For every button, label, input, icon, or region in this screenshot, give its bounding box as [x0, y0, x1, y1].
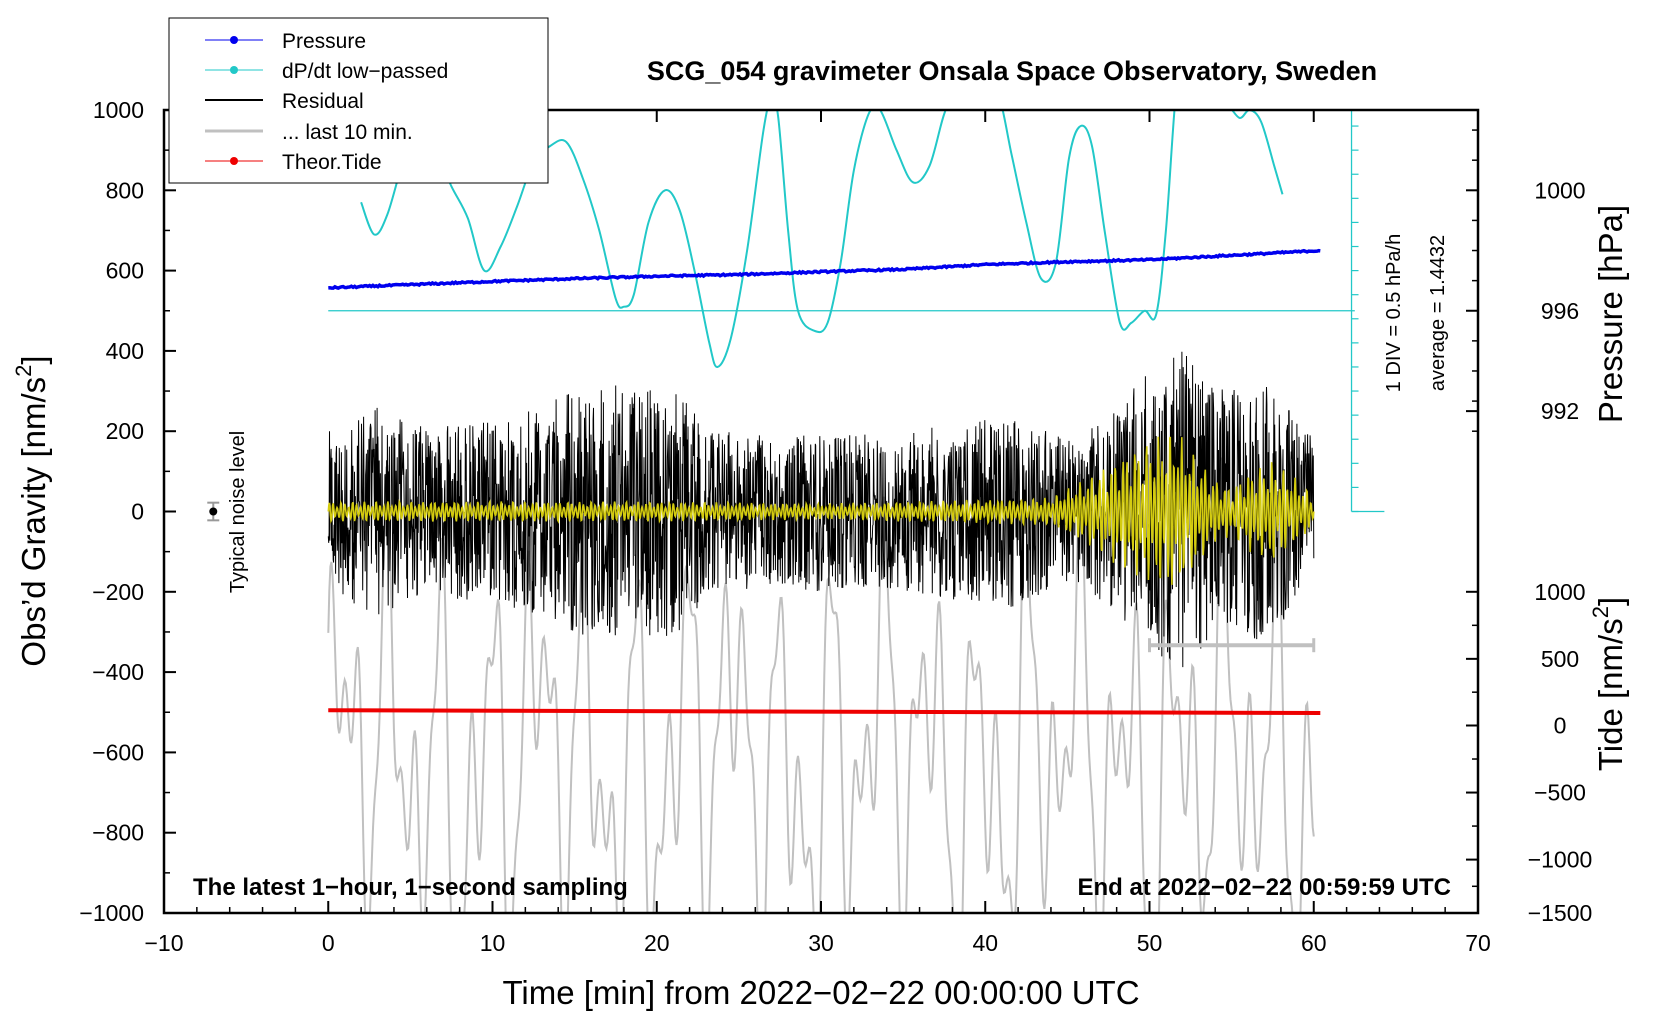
- pressure-tick-label: 1000: [1534, 177, 1585, 203]
- legend-label-last10: ... last 10 min.: [282, 121, 413, 144]
- x-tick-label: 40: [972, 930, 998, 956]
- y-axis-title-tide: Tide [nm/s2]: [1588, 597, 1629, 771]
- y-tick-label: −400: [92, 659, 144, 685]
- legend-label-dpdt: dP/dt low−passed: [282, 60, 448, 83]
- y-axis-title-left: Obs’d Gravity [nm/s2]: [11, 355, 52, 666]
- dpdt-avg-label-group: average = 1.4432: [1427, 235, 1449, 391]
- y-tick-label: 0: [131, 499, 144, 525]
- x-tick-label: 10: [480, 930, 506, 956]
- y-tick-label: −1000: [79, 900, 144, 926]
- note-left: The latest 1−hour, 1−second sampling: [193, 874, 628, 901]
- tide-tick-label: 500: [1541, 646, 1579, 672]
- legend-marker-pressure: [230, 36, 238, 44]
- pressure-tick-label: 992: [1541, 398, 1579, 424]
- y-tick-label: −800: [92, 820, 144, 846]
- pressure-series: [328, 248, 1321, 290]
- tide-tick-label: −500: [1534, 780, 1586, 806]
- tide-tick-label: −1000: [1528, 847, 1593, 873]
- dpdt-div-label-group: 1 DIV = 0.5 hPa/h: [1383, 234, 1405, 392]
- tide-tick-label: 0: [1554, 712, 1567, 738]
- y-tick-label: −200: [92, 579, 144, 605]
- tide-line: [328, 708, 1321, 716]
- svg-text:1 DIV = 0.5 hPa/h: 1 DIV = 0.5 hPa/h: [1383, 234, 1405, 392]
- x-axis-title: Time [min] from 2022−02−22 00:00:00 UTC: [502, 974, 1139, 1011]
- annotations-layer: [207, 110, 1385, 653]
- y-tick-label: 400: [106, 338, 144, 364]
- last-10-min-series: [327, 457, 1315, 913]
- pressure-line: [328, 248, 1321, 290]
- legend-label-tide: Theor.Tide: [282, 151, 382, 174]
- legend-label-pressure: Pressure: [282, 30, 366, 53]
- svg-text:Typical noise level: Typical noise level: [227, 431, 249, 593]
- y-tick-label: 1000: [93, 97, 144, 123]
- x-tick-label: −10: [144, 930, 183, 956]
- filtered-residual-line: [327, 436, 1315, 585]
- x-tick-label: 60: [1301, 930, 1327, 956]
- legend-marker-dpdt: [230, 66, 238, 74]
- x-tick-label: 70: [1465, 930, 1491, 956]
- pressure-tick-label: 996: [1541, 298, 1579, 324]
- legend-marker-tide: [230, 157, 238, 165]
- x-tick-label: 20: [644, 930, 670, 956]
- noise-label-group: Typical noise level: [227, 431, 249, 593]
- y-tick-label: −600: [92, 739, 144, 765]
- noise-marker: [209, 507, 218, 516]
- y-tick-label: 600: [106, 258, 144, 284]
- tide-series: [328, 708, 1321, 716]
- note-right: End at 2022−02−22 00:59:59 UTC: [1077, 874, 1451, 901]
- legend: Pressure dP/dt low−passed Residual ... l…: [168, 17, 549, 184]
- chart-title: SCG_054 gravimeter Onsala Space Observat…: [647, 56, 1377, 86]
- svg-text:Pressure [hPa]: Pressure [hPa]: [1592, 205, 1629, 423]
- y-axis-title-pressure: Pressure [hPa]: [1592, 205, 1629, 423]
- tide-tick-label: −1500: [1528, 900, 1593, 926]
- y-tick-label: 800: [106, 177, 144, 203]
- x-tick-label: 50: [1137, 930, 1163, 956]
- dpdt-line: [360, 110, 1284, 368]
- x-tick-label: 0: [322, 930, 335, 956]
- tide-tick-label: 1000: [1534, 579, 1585, 605]
- axis-ticks: −10 0 10 20 30 40 50 60 70 −1000 −800 −600 −400 −200 0…: [79, 97, 1592, 956]
- last-10-min-line: [327, 457, 1315, 913]
- dpdt-series: [328, 110, 1355, 368]
- filtered-residual-series: [327, 436, 1315, 585]
- svg-text:Obs’d Gravity [nm/s2]: Obs’d Gravity [nm/s2]: [11, 355, 52, 666]
- svg-text:average = 1.4432: average = 1.4432: [1427, 235, 1449, 391]
- legend-label-residual: Residual: [282, 90, 364, 113]
- x-tick-label: 30: [808, 930, 834, 956]
- svg-text:Tide [nm/s2]: Tide [nm/s2]: [1588, 597, 1629, 771]
- y-tick-label: 200: [106, 418, 144, 444]
